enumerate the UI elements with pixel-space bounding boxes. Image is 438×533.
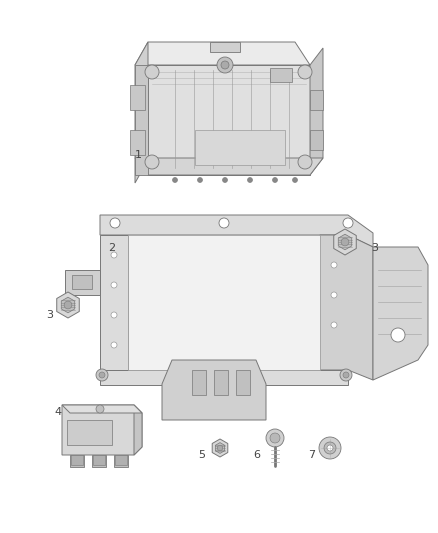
Circle shape [173,177,177,182]
Circle shape [219,218,229,228]
Bar [115,455,127,465]
Bar [310,130,323,150]
Circle shape [293,177,297,182]
Circle shape [217,57,233,73]
Polygon shape [134,405,142,455]
Circle shape [343,218,353,228]
Circle shape [298,155,312,169]
Polygon shape [62,405,142,455]
Circle shape [145,155,159,169]
Bar [93,455,105,465]
Circle shape [298,65,312,79]
Polygon shape [310,48,323,175]
Polygon shape [65,270,100,295]
Polygon shape [334,229,356,255]
Circle shape [331,292,337,298]
Polygon shape [148,65,310,175]
Circle shape [111,252,117,258]
Circle shape [198,177,202,182]
Circle shape [319,437,341,459]
Text: 7: 7 [308,450,315,460]
Bar [67,420,112,445]
Bar [270,68,292,82]
Circle shape [111,342,117,348]
Circle shape [331,322,337,328]
Circle shape [99,372,105,378]
Polygon shape [162,360,266,420]
Polygon shape [210,42,240,52]
Polygon shape [373,247,428,380]
Text: 4: 4 [54,407,62,417]
Circle shape [111,312,117,318]
Circle shape [327,445,333,451]
Polygon shape [135,42,310,65]
Polygon shape [61,297,75,313]
Bar [71,455,83,465]
Bar [92,455,106,467]
Bar [114,455,128,467]
Bar [128,235,320,370]
Polygon shape [338,234,352,250]
Polygon shape [212,439,228,457]
Circle shape [324,442,336,454]
Circle shape [111,282,117,288]
Bar [214,370,228,395]
Circle shape [391,328,405,342]
Bar [310,90,323,110]
Bar [70,455,84,467]
Circle shape [341,238,349,246]
Bar [236,370,250,395]
Bar [130,130,145,155]
Circle shape [343,372,349,378]
Text: 2: 2 [109,243,116,253]
Text: 6: 6 [254,450,261,460]
Circle shape [266,429,284,447]
Polygon shape [100,215,373,247]
Polygon shape [135,158,323,175]
Circle shape [247,177,252,182]
Circle shape [223,177,227,182]
Polygon shape [100,370,348,385]
Polygon shape [100,235,128,370]
Circle shape [110,218,120,228]
Polygon shape [320,235,373,380]
Circle shape [96,369,108,381]
Bar [195,130,285,165]
Polygon shape [57,292,79,318]
Bar [192,370,206,395]
Polygon shape [215,442,225,454]
Circle shape [217,445,223,451]
Text: 3: 3 [371,243,378,253]
Circle shape [331,262,337,268]
Polygon shape [135,65,148,175]
Polygon shape [135,42,148,183]
Text: 5: 5 [198,450,205,460]
Polygon shape [62,405,142,413]
Circle shape [221,61,229,69]
Text: 1: 1 [134,150,141,160]
Circle shape [145,65,159,79]
Bar [130,85,145,110]
Circle shape [340,369,352,381]
Circle shape [64,301,72,309]
Bar [72,275,92,289]
Text: 3: 3 [46,310,53,320]
Circle shape [272,177,278,182]
Circle shape [270,433,280,443]
Circle shape [96,405,104,413]
